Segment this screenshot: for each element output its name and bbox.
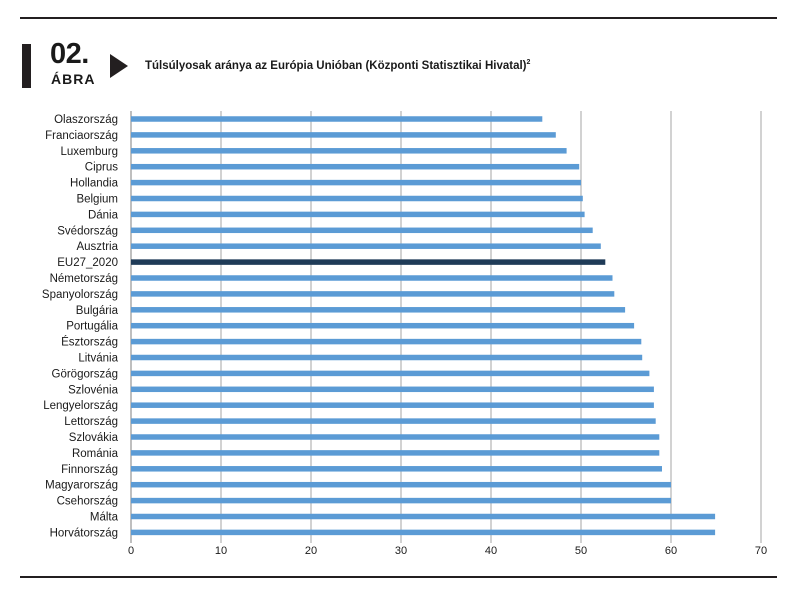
category-label: Belgium bbox=[76, 194, 118, 206]
category-label: Hollandia bbox=[70, 178, 119, 190]
bar bbox=[131, 227, 593, 234]
bar bbox=[131, 195, 583, 202]
figure-marker-bar bbox=[22, 44, 31, 88]
bar bbox=[131, 116, 543, 122]
bar bbox=[131, 132, 556, 138]
bar bbox=[131, 275, 613, 281]
chart-title-footnote: 2 bbox=[526, 59, 531, 66]
category-label: Málta bbox=[90, 512, 119, 524]
category-label: Litvánia bbox=[78, 353, 118, 365]
bar bbox=[131, 211, 585, 218]
category-label: Szlovénia bbox=[68, 384, 118, 396]
category-label: Görögország bbox=[52, 368, 118, 380]
bar bbox=[131, 370, 650, 377]
category-label: Lettország bbox=[64, 416, 118, 428]
bar bbox=[131, 513, 716, 520]
bar bbox=[131, 466, 662, 472]
bar bbox=[131, 291, 615, 297]
category-label: Lengyelország bbox=[43, 400, 118, 412]
chart-title: Túlsúlyosak aránya az Európia Unióban (K… bbox=[145, 59, 530, 72]
bar bbox=[131, 386, 654, 393]
category-label: Olaszország bbox=[54, 114, 118, 126]
bar bbox=[131, 450, 660, 456]
play-arrow-icon bbox=[110, 54, 128, 78]
bar bbox=[131, 307, 626, 313]
x-tick-label: 60 bbox=[665, 545, 677, 557]
category-label: Németország bbox=[50, 273, 118, 285]
category-label: Horvátország bbox=[50, 527, 118, 539]
category-label: Magyarország bbox=[45, 480, 118, 492]
category-label: Csehország bbox=[57, 496, 118, 508]
figure-number: 02. bbox=[50, 38, 89, 70]
bar bbox=[131, 148, 567, 154]
category-label: Románia bbox=[72, 448, 119, 460]
category-label: Luxemburg bbox=[60, 146, 118, 158]
bar bbox=[131, 338, 642, 345]
category-label: Észtország bbox=[61, 336, 118, 349]
category-label: Szlovákia bbox=[69, 432, 119, 444]
category-label: Portugália bbox=[66, 321, 118, 333]
bar bbox=[131, 418, 656, 424]
x-tick-label: 50 bbox=[575, 545, 587, 557]
category-label: Ausztria bbox=[76, 241, 118, 253]
bar bbox=[131, 243, 601, 249]
x-tick-label: 20 bbox=[305, 545, 317, 557]
bar-highlight bbox=[131, 259, 606, 265]
category-label: Bulgária bbox=[76, 305, 119, 317]
category-label: Finnország bbox=[61, 464, 118, 476]
x-tick-label: 30 bbox=[395, 545, 407, 557]
category-label: EU27_2020 bbox=[57, 257, 118, 269]
chart-title-text: Túlsúlyosak aránya az Európia Unióban (K… bbox=[145, 59, 527, 72]
category-label: Franciaország bbox=[45, 130, 118, 142]
x-tick-label: 40 bbox=[485, 545, 497, 557]
bar bbox=[131, 434, 660, 440]
x-tick-label: 10 bbox=[215, 545, 227, 557]
category-label: Spanyolország bbox=[42, 289, 118, 301]
category-label: Svédország bbox=[57, 225, 118, 237]
bar bbox=[131, 163, 580, 170]
x-tick-label: 0 bbox=[128, 545, 134, 557]
bar bbox=[131, 497, 671, 504]
x-tick-label: 70 bbox=[755, 545, 767, 557]
category-label: Dánia bbox=[88, 209, 119, 221]
category-label: Ciprus bbox=[85, 162, 118, 174]
bar bbox=[131, 481, 671, 488]
bar bbox=[131, 402, 654, 408]
bar bbox=[131, 354, 643, 361]
bottom-rule bbox=[20, 576, 777, 578]
figure-label: ÁBRA bbox=[51, 71, 96, 87]
bar bbox=[131, 179, 581, 186]
top-rule bbox=[20, 17, 777, 19]
bar bbox=[131, 322, 635, 329]
bar bbox=[131, 529, 716, 536]
